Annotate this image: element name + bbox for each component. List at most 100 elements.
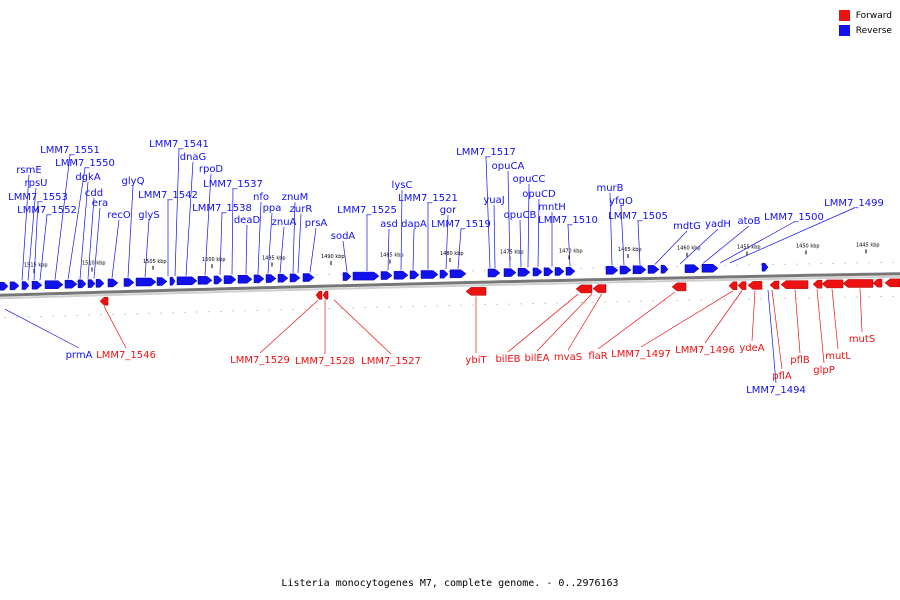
label-leader [33,201,39,281]
scale-label: 1500 kbp [202,257,226,263]
reverse-gene-arrow [87,279,96,288]
gene-label: yadH [705,219,731,230]
label-leader [257,201,262,274]
reverse-gene-arrow [77,279,87,289]
label-leader [719,221,795,264]
label-leader [297,213,302,273]
reverse-gene-arrow [342,272,352,281]
gene-label: LMM7_1494 [746,385,806,396]
scale-label: 1475 kbp [500,250,524,256]
gene-label: LMM7_1542 [138,190,198,201]
scale-label: 1445 kbp [856,242,880,248]
label-leader [185,161,194,276]
scale-label: 1450 kbp [796,243,820,249]
gene-label: prsA [305,218,328,229]
gene-label: LMM7_1505 [608,211,668,222]
gene-label: dapA [401,219,427,230]
gene-label: LMM7_1500 [764,212,824,223]
label-leader [412,228,415,270]
scale-label: 1470 kbp [559,248,583,254]
gene-label: glyQ [122,176,145,187]
reverse-gene-arrow [223,275,237,284]
gene-label: LMM7_1517 [456,147,516,158]
scale-label: 1485 kbp [380,252,404,258]
gene-label: mutS [849,334,875,345]
legend-reverse-label: Reverse [855,25,892,36]
reverse-gene-arrow [543,267,554,276]
reverse-gene-arrow [213,275,223,285]
gene-label: ybiT [465,355,487,366]
label-leader [729,207,855,264]
gene-label: recO [107,210,131,221]
gene-label: asd [380,219,398,230]
reverse-gene-arrow [31,280,43,290]
gene-label: opuCB [504,210,537,221]
gene-label: LMM7_1497 [611,349,671,360]
label-leader [767,290,777,384]
gene-label: mntH [538,202,566,213]
genome-axis [0,272,900,297]
reverse-gene-arrow [660,264,669,274]
gene-label: dgkA [75,172,100,183]
label-leader [39,214,48,281]
reverse-gene-arrow [554,267,565,276]
gene-label: LMM7_1537 [203,179,263,190]
gene-label: bilEB [495,354,520,365]
reverse-gene-arrow [44,280,64,289]
label-leader [609,192,613,266]
reverse-gene-arrow [487,268,501,278]
label-leader [637,220,641,265]
gene-label: LMM7_1553 [8,192,68,203]
gene-label: LMM7_1521 [398,193,458,204]
forward-gene-arrow [728,281,738,291]
label-leader [507,293,579,353]
gene-label: mdtG [673,221,701,232]
gene-label: LMM7_1527 [361,356,421,367]
reverse-gene-arrow [380,271,393,280]
label-leader [204,173,212,276]
gene-label: LMM7_1551 [40,145,100,156]
reverse-gene-arrow [684,264,700,273]
label-leader [333,299,392,355]
gene-track [0,262,900,306]
label-leader [400,189,403,271]
reverse-gene-arrow [647,265,660,274]
gene-label: glpP [813,365,835,376]
label-leader [144,219,150,278]
forward-gene-arrow [737,281,747,290]
gene-label: murB [596,183,623,194]
label-leader [537,198,540,267]
label-leader [597,291,676,350]
label-leader [245,224,248,275]
reverse-gene-arrow [532,267,543,277]
reverse-gene-arrow [619,265,632,275]
label-leader [309,227,317,273]
gene-label: yuaJ [483,195,504,206]
reverse-gene-arrow [265,274,277,283]
gene-label: cdd [85,188,103,199]
gene-label: opuCA [492,161,525,172]
reverse-gene-arrow [176,276,198,286]
scale-label: 1480 kbp [440,251,464,257]
reverse-gene-arrow [253,274,265,284]
reverse-gene-arrow [565,266,576,276]
gene-label: yfgO [609,196,633,207]
label-leader [387,228,390,271]
forward-gene-arrow [747,281,763,290]
scale-label: 1465 kbp [618,247,642,253]
gene-label: znuM [282,192,309,203]
scale-label: 1490 kbp [321,254,345,260]
forward-gene-arrow [821,279,844,289]
reverse-gene-arrow [277,273,289,283]
gene-label: LMM7_1496 [675,345,735,356]
gene-label: LMM7_1499 [824,198,884,209]
gene-labels: rsmE rpsU LMM7_1553 LMM7_1552 LMM7_1551 LMM7_… [8,139,884,396]
reverse-gene-arrow [169,276,176,286]
label-leader [751,290,756,342]
label-leader [794,289,801,354]
genome-axis-shadow [0,275,900,300]
forward-gene-arrow [769,280,780,290]
reverse-gene-arrow [0,281,9,291]
gene-label: atoB [737,216,760,227]
reverse-gene-arrow [156,277,168,286]
